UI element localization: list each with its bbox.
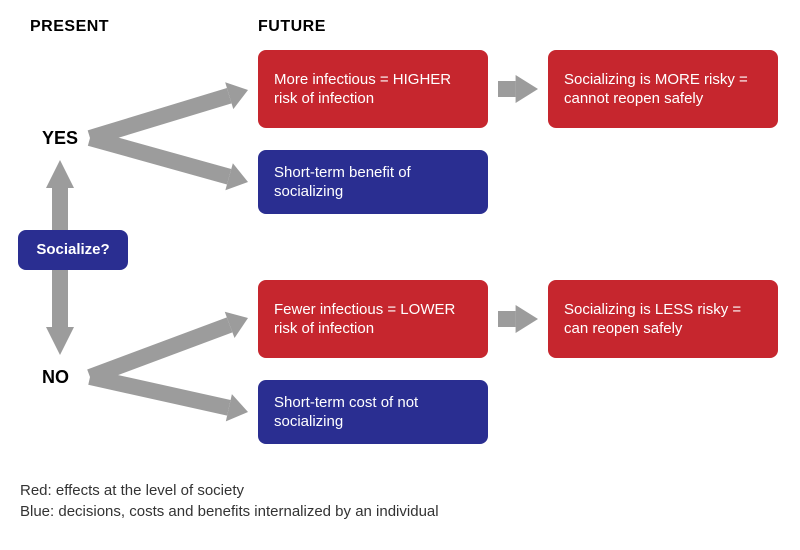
legend: Red: effects at the level of society Blu… bbox=[20, 480, 439, 522]
header-future: FUTURE bbox=[258, 18, 326, 36]
node-fewer-infectious: Fewer infectious = LOWER risk of infecti… bbox=[258, 280, 488, 358]
node-more-risky: Socializing is MORE risky = cannot reope… bbox=[548, 50, 778, 128]
header-present: PRESENT bbox=[30, 18, 109, 36]
legend-line-blue: Blue: decisions, costs and benefits inte… bbox=[20, 501, 439, 522]
node-more-infectious: More infectious = HIGHER risk of infecti… bbox=[258, 50, 488, 128]
decision-no-label: NO bbox=[42, 367, 69, 388]
node-less-risky: Socializing is LESS risky = can reopen s… bbox=[548, 280, 778, 358]
node-short-benefit: Short-term benefit of socializing bbox=[258, 150, 488, 214]
legend-line-red: Red: effects at the level of society bbox=[20, 480, 439, 501]
node-short-cost: Short-term cost of not socializing bbox=[258, 380, 488, 444]
decision-box-socialize: Socialize? bbox=[18, 230, 128, 270]
decision-yes-label: YES bbox=[42, 128, 78, 149]
